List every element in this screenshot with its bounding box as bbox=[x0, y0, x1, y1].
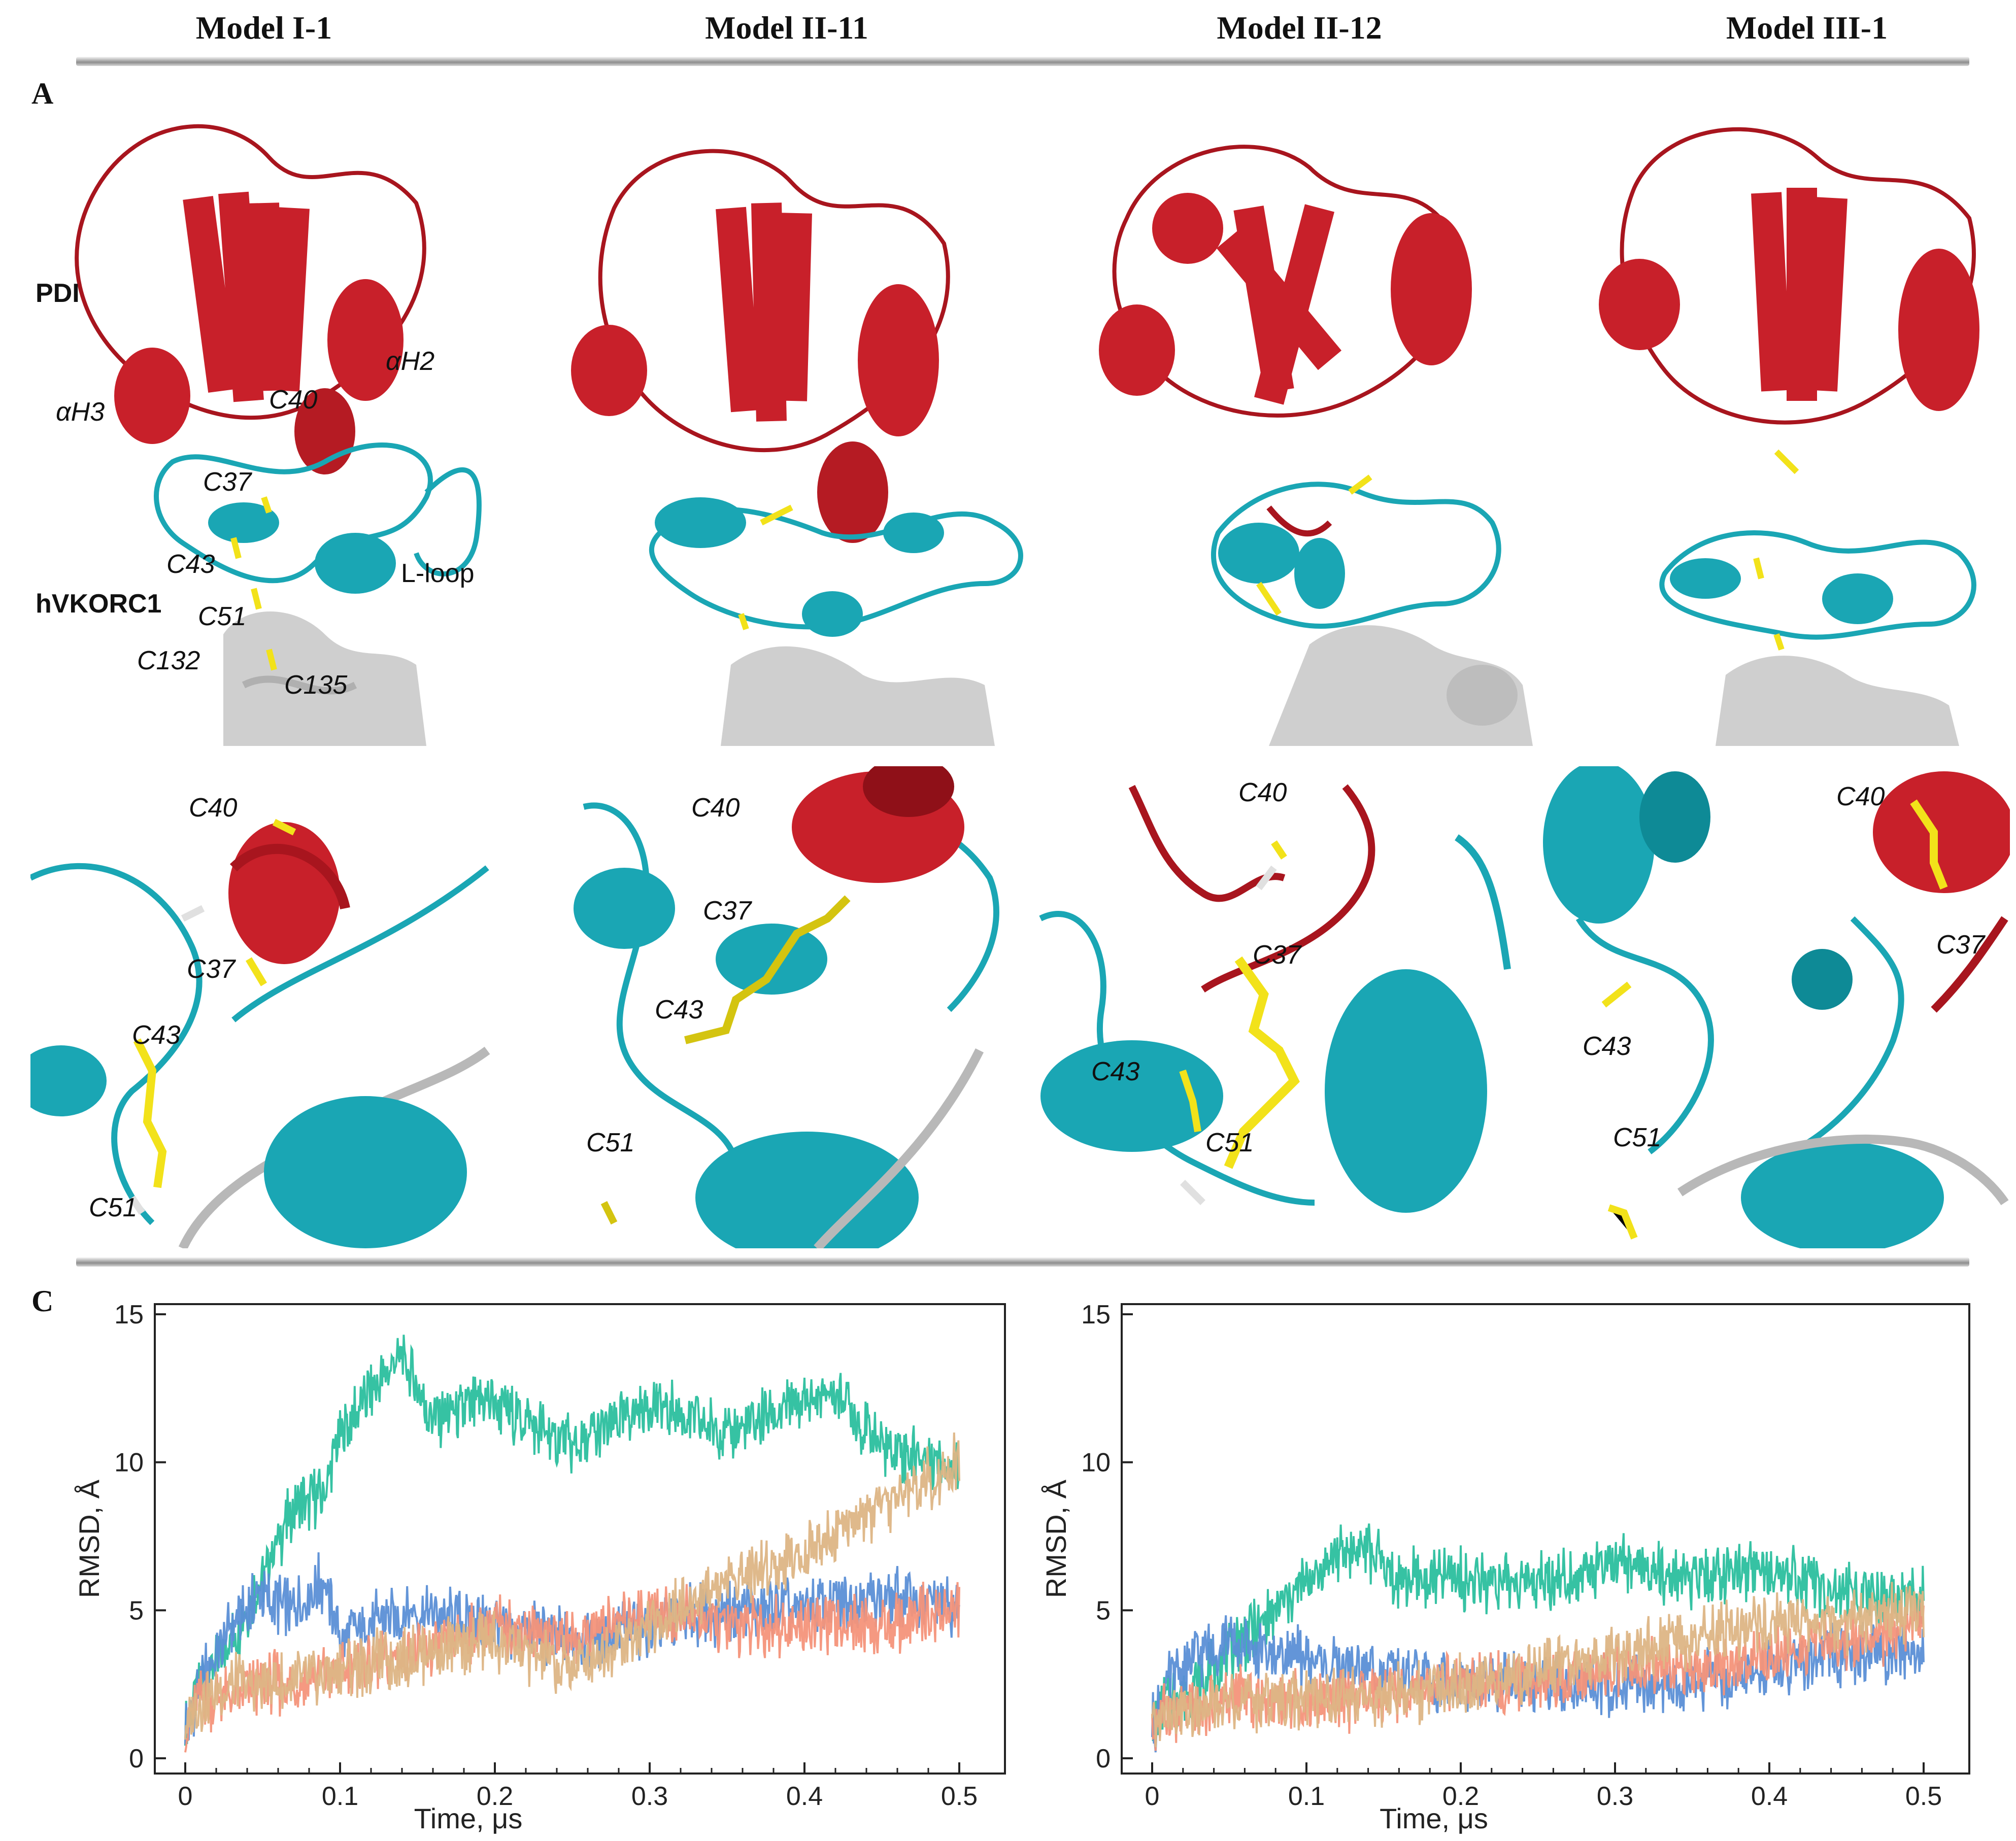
panel-a-structures bbox=[75, 124, 1979, 746]
label-pdi: PDI bbox=[36, 279, 80, 308]
series-line-4 bbox=[1151, 1582, 1925, 1748]
chart-frame bbox=[1121, 1303, 1970, 1775]
label-b4-c43: C43 bbox=[1583, 1032, 1631, 1061]
label-b1-c51: C51 bbox=[89, 1193, 138, 1222]
label-b1-c40: C40 bbox=[189, 793, 238, 823]
label-b3-c37: C37 bbox=[1253, 940, 1301, 970]
x-tick-label: 0 bbox=[178, 1782, 193, 1811]
x-tick-label: 0.1 bbox=[1288, 1782, 1325, 1811]
label-ah2: αH2 bbox=[386, 347, 435, 376]
label-b2-c40: C40 bbox=[691, 793, 740, 823]
label-hvkorc1: hVKORC1 bbox=[36, 589, 162, 619]
closeup-model-1 bbox=[30, 766, 490, 1248]
x-tick-label: 0.2 bbox=[1442, 1782, 1479, 1811]
y-tick-label: 10 bbox=[1081, 1448, 1111, 1478]
panel-c-charts: 0 0.1 0.2 0.3 0.4 0.5 0 5 10 15 Time, μs RMSD, Å 0 0.… bbox=[73, 1300, 1970, 1834]
x-tick-label: 0.3 bbox=[631, 1782, 668, 1811]
x-tick-label: 0 bbox=[1145, 1782, 1160, 1811]
series-line-2 bbox=[1151, 1615, 1925, 1753]
top-divider bbox=[76, 57, 1969, 66]
model-title-4: Model III-1 bbox=[1726, 10, 1888, 46]
y-tick-label: 15 bbox=[1081, 1300, 1111, 1329]
panel-b-closeups bbox=[30, 766, 2010, 1248]
label-c135: C135 bbox=[284, 670, 348, 700]
x-tick-label: 0.2 bbox=[477, 1782, 513, 1811]
y-axis-title: RMSD, Å bbox=[1040, 1479, 1072, 1598]
x-tick-label: 0.4 bbox=[786, 1782, 823, 1811]
model-title-2: Model II-11 bbox=[705, 10, 868, 46]
y-tick-label: 5 bbox=[129, 1596, 144, 1625]
structure-model-1 bbox=[75, 124, 482, 746]
x-tick-label: 0.1 bbox=[322, 1782, 358, 1811]
middle-divider bbox=[76, 1257, 1969, 1267]
y-axis-title: RMSD, Å bbox=[73, 1479, 105, 1598]
label-b3-c40: C40 bbox=[1238, 778, 1287, 807]
panel-letter-a: A bbox=[31, 77, 54, 110]
label-b2-c43: C43 bbox=[655, 995, 703, 1025]
series-line-1 bbox=[184, 1335, 960, 1746]
label-lloop: L-loop bbox=[401, 559, 475, 588]
label-b4-c51: C51 bbox=[1613, 1123, 1662, 1152]
y-tick-label: 15 bbox=[114, 1300, 144, 1329]
x-axis-title: Time, μs bbox=[414, 1802, 523, 1834]
label-b3-c43: C43 bbox=[1091, 1057, 1140, 1086]
chart-frame bbox=[154, 1303, 1006, 1775]
structure-model-4 bbox=[1599, 127, 1979, 746]
y-tick-label: 0 bbox=[1096, 1744, 1111, 1774]
series-line-4 bbox=[184, 1433, 960, 1740]
closeup-model-4 bbox=[1543, 766, 2010, 1248]
label-ah3: αH3 bbox=[56, 397, 105, 427]
label-b2-c37: C37 bbox=[703, 896, 752, 926]
label-c37-a: C37 bbox=[203, 467, 252, 497]
structure-model-3 bbox=[1099, 145, 1533, 746]
model-title-1: Model I-1 bbox=[195, 10, 332, 46]
label-b4-c40: C40 bbox=[1836, 782, 1885, 811]
panel-letter-c: C bbox=[31, 1284, 54, 1318]
series-line-1 bbox=[1152, 1523, 1925, 1742]
rmsd-chart-1: 0 0.1 0.2 0.3 0.4 0.5 0 5 10 15 Time, μs RMSD, Å bbox=[73, 1300, 1006, 1834]
closeup-model-2 bbox=[543, 766, 1000, 1248]
y-tick-label: 10 bbox=[114, 1448, 144, 1478]
x-tick-label: 0.5 bbox=[941, 1782, 978, 1811]
label-c40-a: C40 bbox=[269, 385, 318, 415]
label-c51-a: C51 bbox=[198, 602, 247, 631]
label-b4-c37: C37 bbox=[1936, 930, 1985, 960]
y-tick-label: 5 bbox=[1096, 1596, 1111, 1625]
label-b1-c43: C43 bbox=[132, 1020, 181, 1050]
label-c43-a: C43 bbox=[166, 550, 215, 579]
rmsd-chart-2: 0 0.1 0.2 0.3 0.4 0.5 0 5 10 15 Time, μs RMSD, Å bbox=[1040, 1300, 1970, 1834]
label-b3-c51: C51 bbox=[1205, 1128, 1254, 1157]
model-title-3: Model II-12 bbox=[1217, 10, 1382, 46]
label-c132: C132 bbox=[137, 646, 200, 675]
y-tick-label: 0 bbox=[129, 1744, 144, 1774]
x-tick-label: 0.4 bbox=[1751, 1782, 1788, 1811]
structure-model-2 bbox=[571, 149, 1023, 746]
x-tick-label: 0.5 bbox=[1905, 1782, 1942, 1811]
label-b1-c37: C37 bbox=[187, 954, 236, 984]
x-tick-label: 0.3 bbox=[1597, 1782, 1633, 1811]
label-b2-c51: C51 bbox=[586, 1128, 635, 1157]
x-axis-title: Time, μs bbox=[1380, 1802, 1488, 1834]
closeup-model-3 bbox=[1039, 766, 1511, 1248]
